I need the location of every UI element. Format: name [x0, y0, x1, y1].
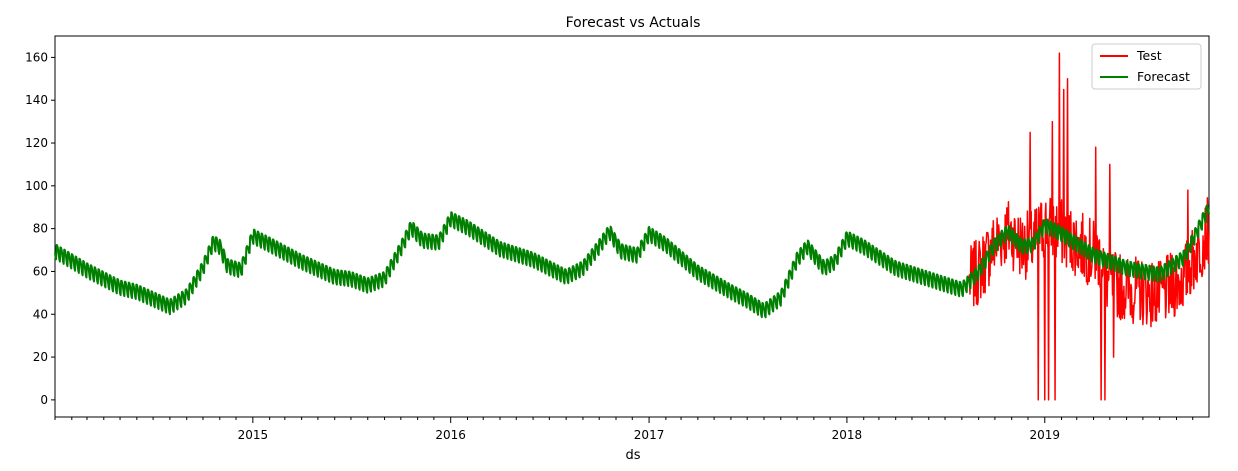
x-tick-label: 2016 — [435, 428, 466, 442]
y-axis: 0 20 40 60 80 100 120 140 160 — [25, 50, 55, 407]
y-tick-label: 140 — [25, 93, 48, 107]
series-forecast-line — [54, 204, 1210, 319]
x-tick-label: 2019 — [1029, 428, 1060, 442]
series-layer — [54, 52, 1210, 401]
legend-label-test: Test — [1136, 48, 1162, 63]
x-tick-label: 2017 — [634, 428, 665, 442]
y-tick-label: 100 — [25, 179, 48, 193]
x-axis-label: ds — [625, 448, 640, 463]
x-axis: 2015 2016 2017 2018 2019 — [54, 417, 1194, 442]
y-tick-label: 160 — [25, 50, 48, 64]
y-tick-label: 0 — [40, 393, 48, 407]
y-tick-label: 40 — [33, 307, 48, 321]
x-tick-label: 2018 — [832, 428, 863, 442]
legend-label-forecast: Forecast — [1137, 69, 1190, 84]
y-tick-label: 80 — [33, 222, 48, 236]
y-tick-label: 120 — [25, 136, 48, 150]
y-tick-label: 20 — [33, 350, 48, 364]
chart-title: Forecast vs Actuals — [566, 15, 701, 31]
legend: Test Forecast — [1091, 43, 1202, 90]
y-tick-label: 60 — [33, 264, 48, 278]
x-tick-label: 2015 — [238, 428, 269, 442]
